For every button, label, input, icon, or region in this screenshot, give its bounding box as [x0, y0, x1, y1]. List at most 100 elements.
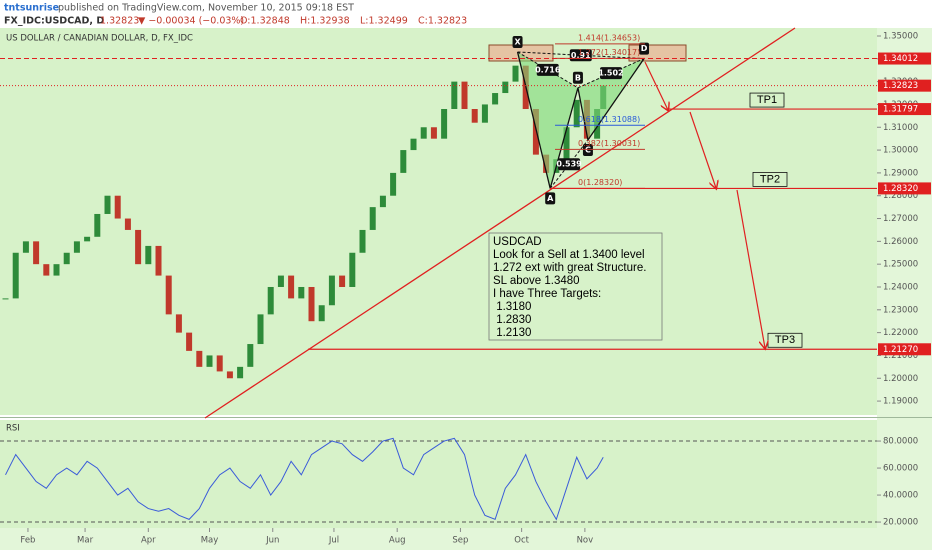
- candle: [206, 355, 213, 367]
- ratio-box: [558, 158, 581, 171]
- candle: [84, 236, 91, 242]
- point-label: A: [547, 194, 554, 203]
- candle: [288, 275, 295, 299]
- candle: [379, 195, 386, 208]
- candle: [145, 245, 152, 265]
- ohlc: O:1.32848: [240, 16, 290, 27]
- fib-label: 1.272(1.34017): [578, 48, 640, 57]
- point-label: C: [585, 146, 591, 155]
- y-tick-label: 1.25000: [883, 260, 918, 270]
- level-tag: [878, 343, 931, 356]
- tp-label: TP1: [757, 94, 777, 106]
- candle: [369, 207, 376, 230]
- y-tick-label: 60.0000: [883, 464, 918, 474]
- arrow: [736, 189, 765, 348]
- y-tick-label: 1.22000: [883, 328, 918, 338]
- note-line: Look for a Sell at 1.3400 level: [493, 249, 645, 261]
- x-tick-label: Apr: [141, 536, 156, 546]
- candle: [237, 366, 244, 379]
- change: ▼ −0.00034 (−0.03%): [138, 16, 244, 27]
- y-tick-label: 1.23000: [883, 305, 918, 315]
- level-label: 1.32823: [883, 81, 918, 91]
- candle: [512, 65, 519, 82]
- author[interactable]: tntsunrise: [4, 3, 59, 14]
- point-box: [639, 42, 650, 55]
- y-tick-label: 1.28000: [883, 191, 918, 201]
- level-label: 1.21270: [883, 345, 918, 355]
- symbol: FX_IDC:USDCAD, D: [4, 16, 104, 27]
- candle: [461, 81, 468, 110]
- candle: [451, 81, 458, 110]
- tp-box: [749, 92, 785, 108]
- ratio-label: 0.716: [535, 65, 561, 74]
- note-line: I have Three Targets:: [493, 288, 601, 300]
- y-tick-label: 40.0000: [883, 491, 918, 501]
- point-box: [582, 144, 593, 157]
- candle: [410, 138, 417, 151]
- last-price: 1.32823: [100, 16, 139, 27]
- candle: [165, 275, 172, 315]
- ratio-label: 0.539: [556, 160, 582, 169]
- candle: [33, 241, 40, 265]
- y-tick-label: 1.31000: [883, 123, 918, 133]
- candle: [186, 332, 193, 351]
- point-box: [545, 192, 556, 205]
- rsi-pane: [0, 420, 877, 528]
- note-line: USDCAD: [493, 236, 542, 248]
- candle: [481, 104, 488, 123]
- ratio-box: [599, 67, 622, 80]
- level-tag: [878, 52, 931, 65]
- level-tag: [878, 182, 931, 195]
- fib-label: 1.414(1.34653): [578, 33, 640, 42]
- level-tag: [878, 103, 931, 116]
- candle: [73, 241, 80, 253]
- point-label: D: [641, 44, 648, 53]
- ratio-line: [517, 51, 645, 60]
- y-tick-label: 1.35000: [883, 31, 918, 41]
- x-tick-label: Jun: [265, 536, 279, 546]
- candle: [492, 93, 499, 105]
- note-line: 1.3180: [493, 301, 531, 313]
- candle: [532, 109, 539, 155]
- x-tick-label: Nov: [577, 536, 594, 546]
- tp-box: [752, 172, 788, 187]
- candle: [94, 213, 101, 237]
- fib-label: 0.618(1.31088): [578, 115, 640, 124]
- ohlc: L:1.32499: [360, 16, 408, 27]
- candle: [216, 355, 223, 372]
- y-tick-label: 20.0000: [883, 518, 918, 528]
- candle: [22, 241, 29, 253]
- fib-label: 0.382(1.30031): [578, 139, 640, 148]
- note-line: 1.2830: [493, 314, 531, 326]
- ratio-label: 1.502: [598, 69, 623, 78]
- y-tick-label: 80.0000: [883, 437, 918, 447]
- x-tick-label: Sep: [452, 536, 468, 546]
- note-line: 1.2130: [493, 327, 531, 339]
- candle: [318, 305, 325, 322]
- point-box: [512, 35, 523, 48]
- candle: [267, 286, 274, 315]
- level-label: 1.28320: [883, 184, 918, 194]
- candle: [2, 298, 9, 300]
- candle: [247, 344, 254, 367]
- ratio-label: 0.91: [571, 51, 591, 60]
- candle: [104, 195, 111, 214]
- candle: [502, 81, 509, 94]
- note-line: SL above 1.3480: [493, 275, 580, 287]
- pane-title: US DOLLAR / CANADIAN DOLLAR, D, FX_IDC: [6, 34, 193, 44]
- x-tick-label: Feb: [20, 536, 35, 546]
- level-label: 1.34012: [883, 54, 918, 64]
- point-box: [572, 71, 583, 84]
- x-tick-label: Mar: [77, 536, 94, 546]
- y-tick-label: 1.26000: [883, 237, 918, 247]
- candle: [135, 229, 142, 265]
- candle: [328, 275, 335, 306]
- candle: [114, 195, 121, 219]
- y-tick-label: 1.27000: [883, 214, 918, 224]
- y-tick-label: 1.20000: [883, 374, 918, 384]
- ratio-box: [536, 63, 559, 76]
- note-box: [488, 232, 663, 341]
- candle: [420, 127, 427, 139]
- candle: [63, 252, 70, 265]
